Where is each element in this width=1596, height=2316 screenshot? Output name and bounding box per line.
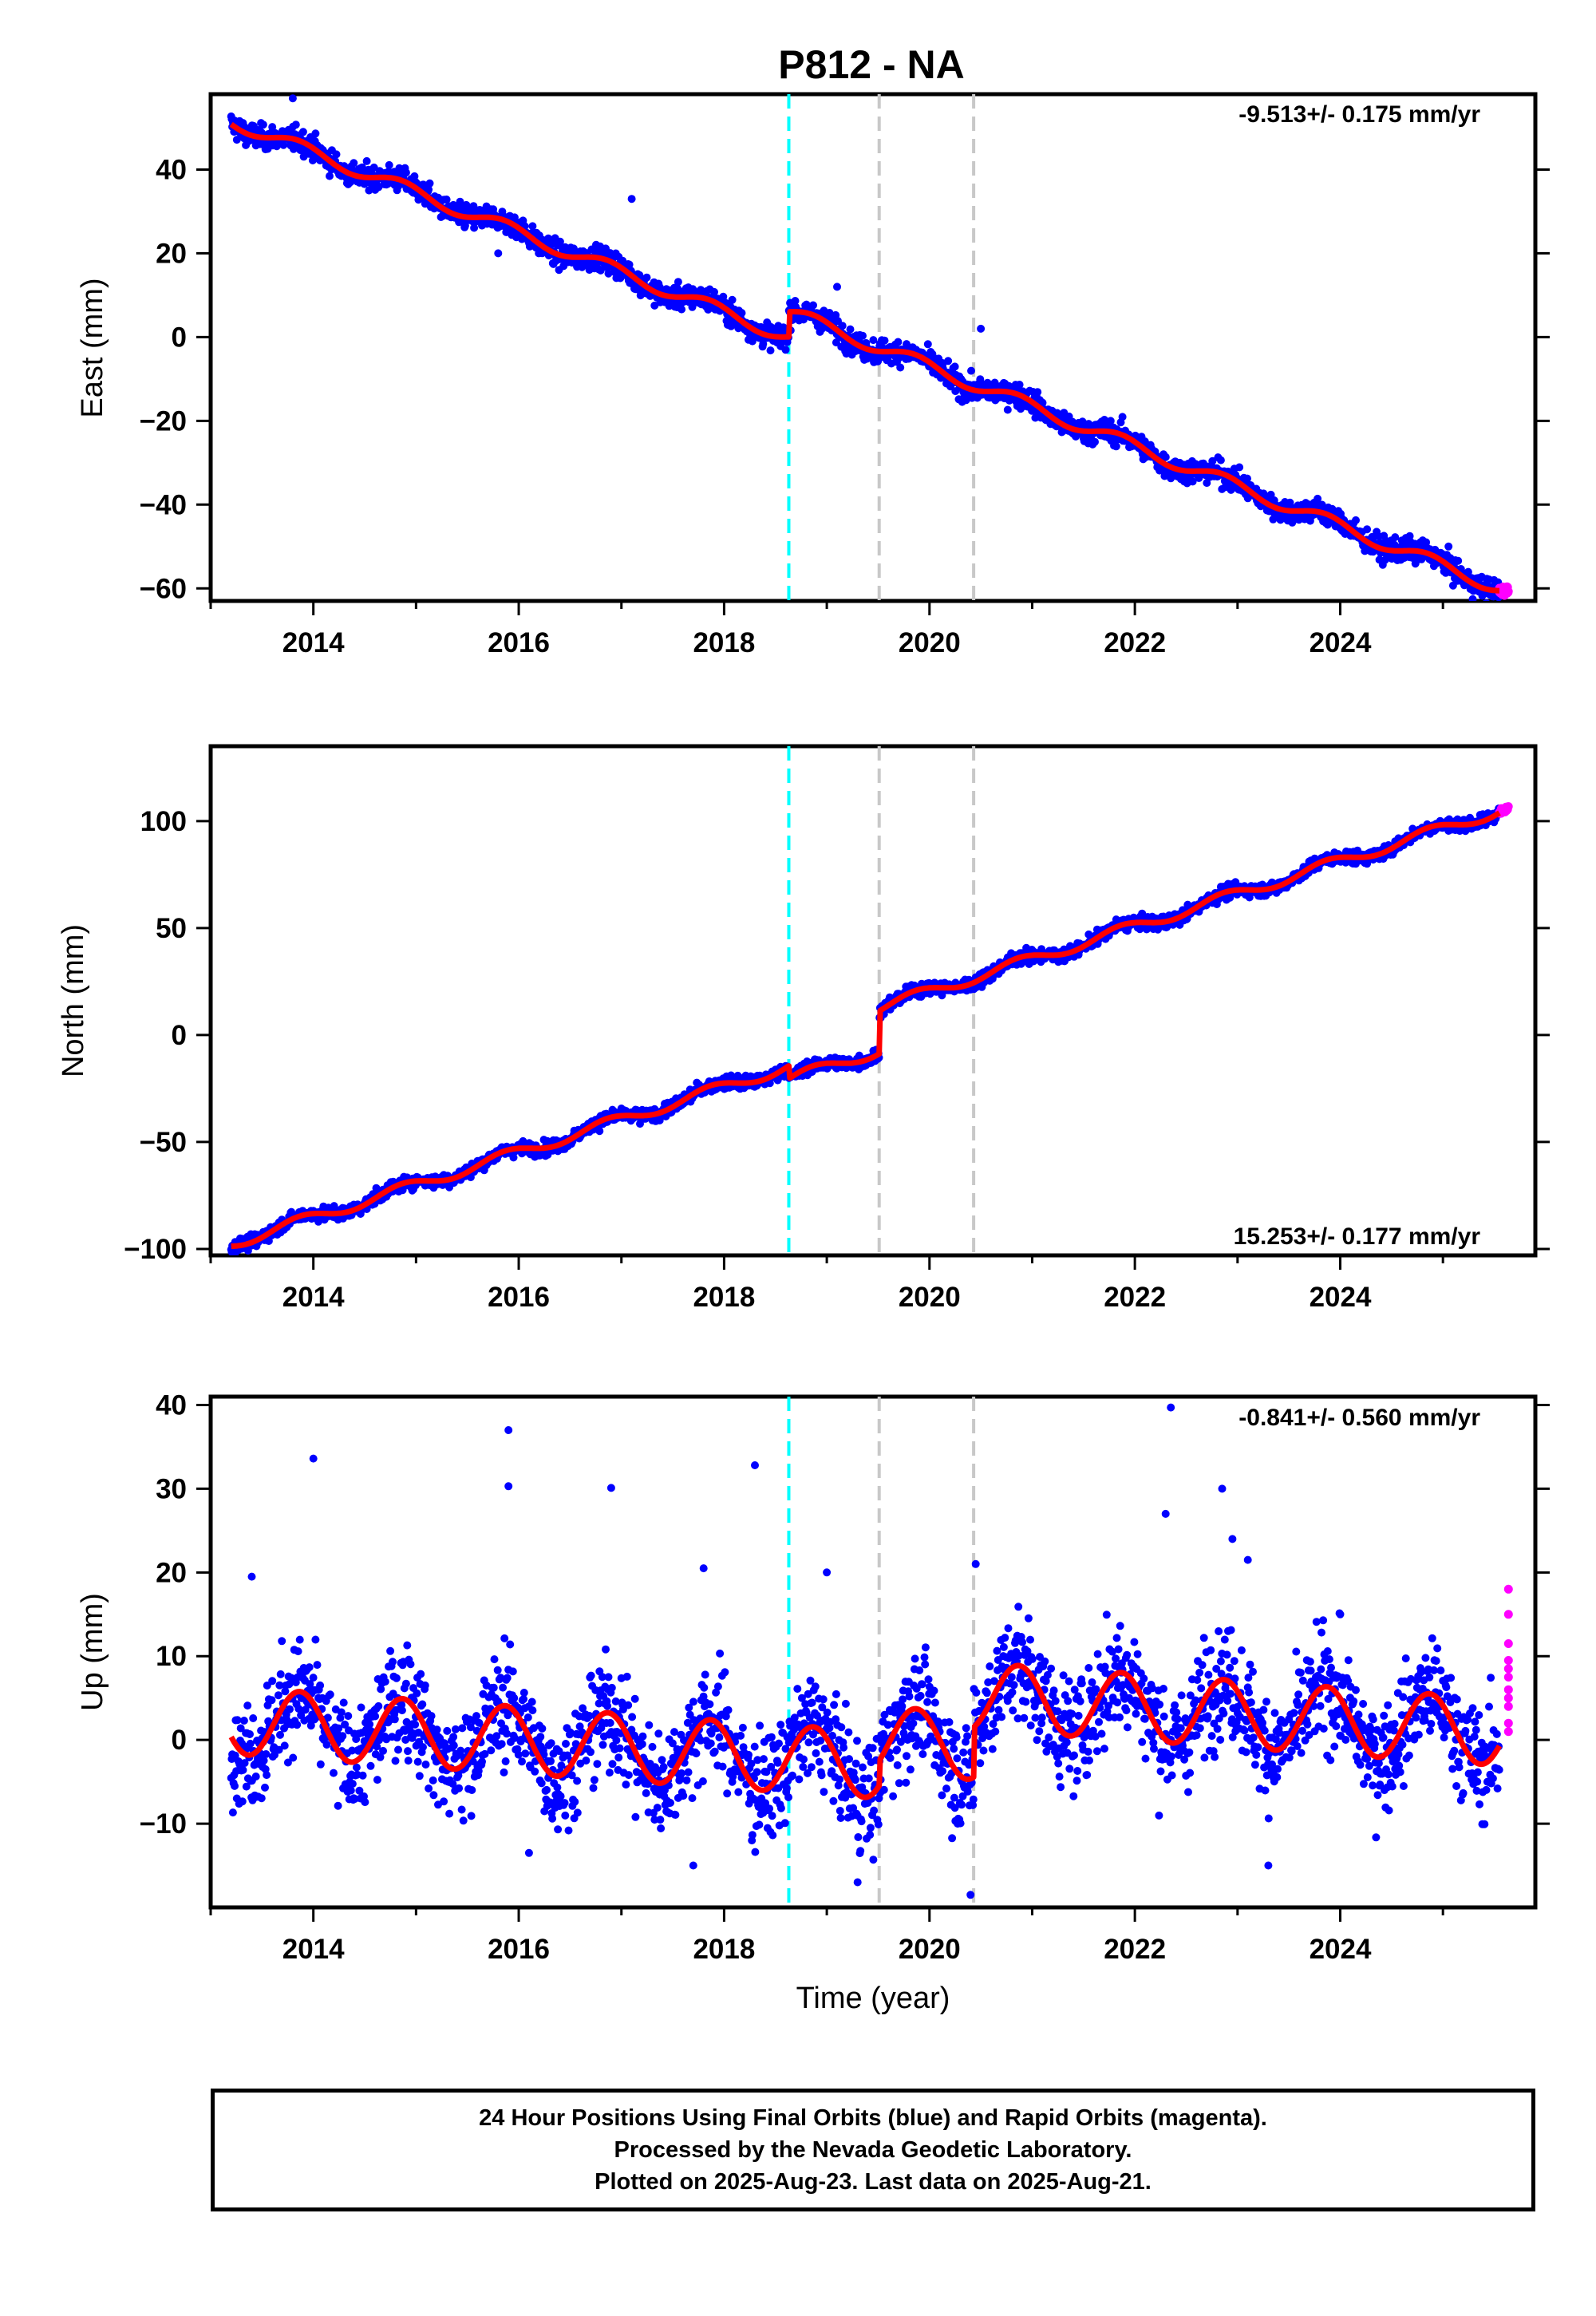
processing-info-box: 24 Hour Positions Using Final Orbits (bl… bbox=[211, 2089, 1535, 2211]
up-data-layer bbox=[227, 1397, 1513, 1907]
east-x-tick-label: 2020 bbox=[899, 627, 961, 658]
east-y-tick-label: −60 bbox=[140, 573, 187, 604]
east-plot-frame bbox=[208, 92, 1538, 603]
north-x-tick-label: 2018 bbox=[693, 1282, 755, 1313]
east-x-tick-label: 2014 bbox=[282, 627, 345, 658]
up-y-tick-label: 40 bbox=[156, 1389, 187, 1421]
up-plot-frame bbox=[208, 1394, 1538, 1910]
up-x-tick-label: 2014 bbox=[282, 1934, 345, 1965]
north-x-tick-label: 2014 bbox=[282, 1282, 345, 1313]
north-x-tick-label: 2022 bbox=[1104, 1282, 1166, 1313]
footer-line-orbits: 24 Hour Positions Using Final Orbits (bl… bbox=[479, 2105, 1267, 2131]
east-y-tick-label: 40 bbox=[156, 154, 187, 185]
up-x-tick-label: 2018 bbox=[693, 1934, 755, 1965]
up-panel: 2014 2016 2018 2020 2022 2024 −10 0 10 20 30 40 Up … bbox=[76, 1389, 1550, 2015]
north-y-tick-label: 100 bbox=[140, 806, 187, 837]
east-data-layer bbox=[227, 94, 1513, 601]
east-model-curve bbox=[229, 121, 1502, 594]
up-x-tick-label: 2024 bbox=[1310, 1934, 1372, 1965]
north-plot-frame bbox=[208, 744, 1538, 1258]
north-x-tick-label: 2024 bbox=[1310, 1282, 1372, 1313]
north-axis-label: North (mm) bbox=[57, 924, 90, 1077]
up-y-tick-label: −10 bbox=[140, 1808, 187, 1840]
up-final-orbit-points bbox=[227, 1403, 1503, 1899]
north-y-tick-label: 50 bbox=[156, 913, 187, 944]
east-x-tick-label: 2018 bbox=[693, 627, 755, 658]
footer-line-dates: Plotted on 2025-Aug-23. Last data on 202… bbox=[595, 2169, 1152, 2195]
up-x-tick-label: 2016 bbox=[488, 1934, 550, 1965]
up-y-tick-label: 10 bbox=[156, 1641, 187, 1672]
footer-line-processor: Processed by the Nevada Geodetic Laborat… bbox=[614, 2137, 1132, 2163]
up-model-curve bbox=[228, 1662, 1503, 1800]
north-y-tick-label: −100 bbox=[124, 1234, 187, 1265]
north-x-tick-label: 2020 bbox=[899, 1282, 961, 1313]
up-x-tick-label: 2020 bbox=[899, 1934, 961, 1965]
up-y-tick-label: 20 bbox=[156, 1557, 187, 1588]
up-axis-label: Up (mm) bbox=[76, 1593, 109, 1711]
east-x-tick-label: 2022 bbox=[1104, 627, 1166, 658]
east-x-tick-label: 2016 bbox=[488, 627, 550, 658]
north-rate-label: 15.253+/- 0.177 mm/yr bbox=[1234, 1223, 1481, 1250]
time-axis-label: Time (year) bbox=[796, 1982, 950, 2015]
up-y-tick-label: 0 bbox=[172, 1725, 187, 1756]
chart-title: P812 - NA bbox=[778, 42, 964, 87]
north-x-tick-label: 2016 bbox=[488, 1282, 550, 1313]
east-x-tick-label: 2024 bbox=[1310, 627, 1372, 658]
east-rapid-orbit-points bbox=[1495, 582, 1513, 600]
east-panel: 2014 2016 2018 2020 2022 2024 −60 −40 −20 0 20 40 E… bbox=[76, 92, 1550, 658]
east-y-tick-label: 20 bbox=[156, 238, 187, 269]
north-rapid-orbit-points bbox=[1495, 802, 1513, 818]
east-rate-label: -9.513+/- 0.175 mm/yr bbox=[1238, 101, 1480, 128]
up-rate-label: -0.841+/- 0.560 mm/yr bbox=[1238, 1405, 1480, 1431]
east-y-tick-label: −20 bbox=[140, 405, 187, 437]
north-y-tick-label: −50 bbox=[140, 1127, 187, 1158]
north-data-layer bbox=[227, 746, 1513, 1255]
up-y-tick-label: 30 bbox=[156, 1473, 187, 1504]
north-panel: 2014 2016 2018 2020 2022 2024 −100 −50 0 50 100 No… bbox=[57, 744, 1550, 1313]
east-axis-label: East (mm) bbox=[76, 278, 109, 417]
north-model-curve bbox=[229, 810, 1502, 1250]
up-x-tick-label: 2022 bbox=[1104, 1934, 1166, 1965]
north-final-orbit-points bbox=[227, 804, 1503, 1255]
north-y-tick-label: 0 bbox=[172, 1020, 187, 1051]
east-y-tick-label: −40 bbox=[140, 489, 187, 520]
east-y-tick-label: 0 bbox=[172, 322, 187, 353]
